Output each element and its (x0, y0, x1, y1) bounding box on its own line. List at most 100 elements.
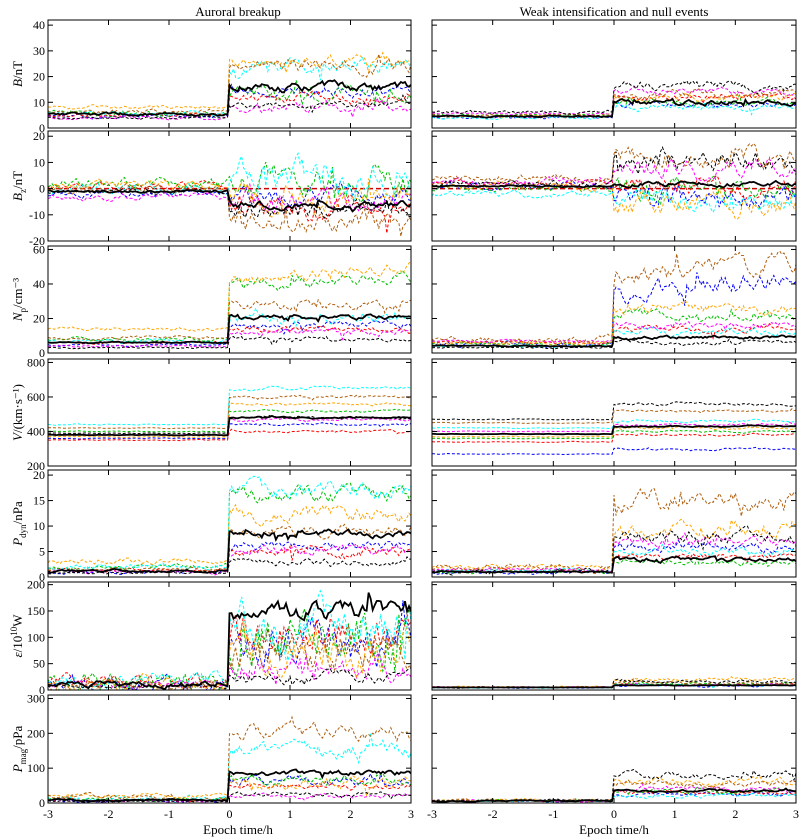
event-series-line (432, 525, 796, 576)
event-series-line (48, 319, 411, 348)
series-group (432, 79, 796, 121)
event-series-line (432, 101, 796, 121)
event-series-line (48, 298, 411, 341)
event-series-line (432, 185, 796, 214)
mean-series-line (48, 592, 411, 690)
y-tick-label: 20 (33, 468, 45, 482)
y-tick-label: 200 (27, 578, 45, 592)
event-series-line (48, 327, 411, 348)
y-label-main: P (10, 538, 25, 547)
panel-Pmag-right: -3 -2 -1 0 1 2 3 (427, 694, 799, 821)
event-series-line (432, 401, 796, 421)
y-tick-label: 300 (27, 691, 45, 705)
panel-Np-right (431, 245, 797, 354)
x-tick-label: 0 (611, 807, 617, 821)
x-tick-label: -2 (488, 807, 498, 821)
event-series-line (432, 158, 796, 187)
event-series-line (48, 161, 411, 204)
mean-series-line (48, 313, 411, 345)
y-tick-label: 0 (39, 346, 45, 360)
panel-Pdyn-left: 0 5 10 15 20 (33, 468, 412, 584)
y-tick-label: 20 (33, 129, 45, 143)
mean-series-line (432, 97, 796, 119)
event-series-line (48, 394, 411, 430)
event-series-line (432, 446, 796, 456)
y-tick-label: 0 (39, 182, 45, 196)
event-series-line (48, 422, 411, 440)
event-series-line (48, 51, 411, 110)
panel-B-right (431, 19, 797, 129)
event-series-line (432, 425, 796, 438)
y-tick-label: 10 (33, 155, 45, 169)
y-tick-label: 15 (33, 494, 45, 508)
series-group (48, 51, 411, 121)
panel-epsilon-left: 0 50 100 150 200 (27, 578, 412, 697)
y-label-main: ε (10, 652, 25, 658)
event-series-line (48, 335, 411, 350)
y-axis-label-Np: Np/cm⁻³ (10, 278, 28, 323)
event-series-line (48, 152, 411, 202)
panel-epsilon-right (431, 581, 797, 691)
y-tick-label: 0 (39, 570, 45, 584)
panel-grid: B/nT010203040Bz/nT-20-1001020Np/cm⁻³0204… (9, 18, 799, 821)
y-tick-label: 0 (39, 683, 45, 697)
x-tick-label: 3 (408, 807, 414, 821)
event-series-line (48, 715, 411, 802)
y-tick-label: 600 (27, 390, 45, 404)
y-label-sub: z (18, 189, 28, 193)
y-label-main: B (10, 79, 25, 87)
event-series-line (432, 308, 796, 348)
event-series-line (48, 543, 411, 576)
panel-V-right (431, 358, 797, 467)
series-group (432, 488, 796, 576)
event-series-line (48, 635, 411, 690)
y-label-main: B (10, 193, 25, 201)
event-series-line (48, 183, 411, 214)
series-group (48, 385, 411, 442)
event-series-line (432, 321, 796, 343)
event-series-line (48, 385, 411, 426)
event-series-line (48, 482, 411, 572)
event-series-line (48, 179, 411, 234)
y-tick-label: -10 (29, 208, 45, 222)
series-group (432, 768, 796, 803)
event-series-line (48, 96, 411, 121)
panel-V-left: 200 400 600 800 (27, 355, 412, 473)
event-series-line (48, 94, 411, 120)
x-tick-label: 1 (287, 807, 293, 821)
series-group (48, 475, 411, 576)
event-series-line (432, 429, 796, 440)
event-series-line (432, 272, 796, 349)
y-tick-label: 40 (33, 18, 45, 32)
y-label-main: P (10, 764, 25, 773)
y-tick-label: 200 (27, 459, 45, 473)
y-tick-label: 400 (27, 424, 45, 438)
x-tick-label: -3 (43, 807, 53, 821)
event-series-line (48, 667, 411, 690)
y-tick-label: 30 (33, 44, 45, 58)
y-axis-label-Pmag: Pmag/pPa (10, 725, 28, 773)
mean-series-line (432, 179, 796, 189)
event-series-line (432, 543, 796, 573)
panel-frame (431, 581, 797, 691)
event-series-line (48, 428, 411, 442)
y-tick-label: 100 (27, 630, 45, 644)
y-tick-label: -20 (29, 234, 45, 248)
y-axis-label-Pdyn: Pdyn/nPa (10, 501, 28, 547)
event-series-line (48, 544, 411, 573)
event-series-line (432, 432, 796, 444)
y-label-sup: 10 (9, 626, 19, 636)
x-tick-label: 3 (793, 807, 799, 821)
y-label-sub: p (18, 308, 28, 313)
event-series-line (432, 338, 796, 350)
event-series-line (48, 589, 411, 690)
mean-series-line (432, 334, 796, 348)
panel-Bz-right (431, 130, 797, 242)
y-tick-label: 0 (39, 121, 45, 135)
series-group (432, 401, 796, 456)
event-series-line (48, 402, 411, 438)
y-tick-label: 20 (33, 311, 45, 325)
y-label-main: N (10, 311, 25, 322)
event-series-line (432, 250, 796, 345)
series-group (432, 250, 796, 350)
